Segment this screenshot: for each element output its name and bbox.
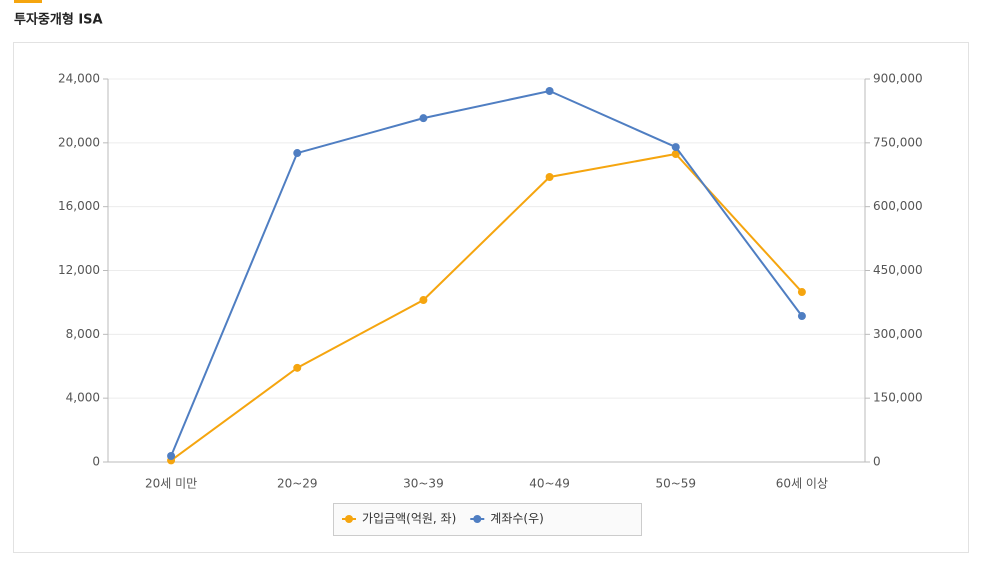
data-point <box>419 296 428 305</box>
chart-title: 투자중개형 ISA <box>14 12 103 28</box>
y2-tick-label: 600,000 <box>873 199 923 213</box>
y2-tick-label: 300,000 <box>873 327 923 341</box>
y-tick-label: 12,000 <box>58 263 100 277</box>
y2-tick-label: 750,000 <box>873 135 923 149</box>
x-tick-label: 60세 이상 <box>776 477 828 491</box>
y-tick-label: 8,000 <box>66 327 100 341</box>
series-line <box>170 152 803 462</box>
header-accent <box>14 0 42 3</box>
data-point <box>671 150 680 159</box>
data-point <box>545 172 554 181</box>
legend-label: 가입금액(억원, 좌) <box>362 512 456 526</box>
y2-tick-label: 0 <box>873 455 881 469</box>
data-point <box>167 451 176 460</box>
chart-frame <box>13 42 969 553</box>
legend-box <box>333 503 642 536</box>
y2-tick-label: 900,000 <box>873 72 923 86</box>
legend-swatch-dot <box>473 515 482 523</box>
x-tick-label: 50~59 <box>655 477 696 491</box>
x-tick-label: 20세 미만 <box>145 477 197 491</box>
data-point <box>797 312 806 321</box>
y2-tick-label: 450,000 <box>873 263 923 277</box>
legend-label: 계좌수(우) <box>490 512 544 526</box>
y-tick-label: 24,000 <box>58 72 100 86</box>
series-line <box>170 89 803 457</box>
data-point <box>293 363 302 372</box>
y-tick-label: 20,000 <box>58 135 100 149</box>
y-tick-label: 16,000 <box>58 199 100 213</box>
data-point <box>293 149 302 158</box>
data-point <box>419 114 428 123</box>
data-point <box>797 288 806 297</box>
data-point <box>545 87 554 96</box>
x-tick-label: 40~49 <box>529 477 570 491</box>
y-tick-label: 0 <box>92 455 100 469</box>
legend-swatch-dot <box>345 515 353 523</box>
y2-tick-label: 150,000 <box>873 391 923 405</box>
x-tick-label: 30~39 <box>403 477 444 491</box>
data-point <box>671 143 680 152</box>
y-tick-label: 4,000 <box>66 391 100 405</box>
x-tick-label: 20~29 <box>277 477 318 491</box>
